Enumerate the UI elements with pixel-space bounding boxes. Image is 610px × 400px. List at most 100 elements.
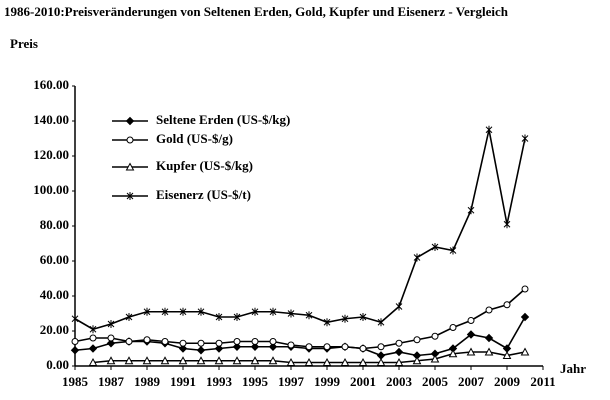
data-point	[215, 339, 223, 347]
y-axis-label: Preis	[10, 36, 38, 51]
data-point	[341, 343, 349, 351]
data-point	[341, 314, 349, 323]
legend-marker	[126, 192, 134, 200]
data-point	[449, 324, 457, 331]
y-tick-label: 100.00	[33, 182, 69, 197]
x-tick-label: 1989	[134, 374, 161, 389]
data-point	[358, 357, 368, 366]
data-point	[376, 357, 386, 366]
x-tick-label: 2011	[530, 374, 555, 389]
data-point	[232, 356, 242, 365]
data-point	[485, 306, 493, 314]
y-tick-label: 160.00	[33, 77, 69, 92]
data-point	[71, 314, 79, 323]
series-line	[74, 129, 526, 331]
y-tick-label: 0.00	[46, 357, 69, 372]
data-point	[467, 317, 475, 324]
x-tick-label: 2007	[458, 374, 485, 389]
data-point	[323, 318, 331, 327]
data-point	[502, 350, 512, 359]
data-point	[394, 357, 404, 366]
data-point	[71, 338, 79, 345]
data-point	[412, 356, 422, 365]
data-point	[413, 253, 421, 262]
data-point	[233, 338, 241, 345]
data-point	[287, 309, 295, 318]
series-line	[74, 316, 526, 357]
data-point	[268, 356, 278, 365]
data-point	[125, 338, 133, 345]
data-point	[340, 357, 350, 366]
data-point	[377, 318, 385, 327]
y-tick-label: 80.00	[40, 217, 69, 232]
data-point	[250, 342, 260, 351]
legend-marker	[125, 116, 135, 126]
data-point	[178, 344, 188, 353]
data-point	[485, 125, 493, 134]
data-point	[197, 307, 205, 316]
legend-label: Eisenerz (US-$/t)	[156, 187, 251, 202]
x-tick-label: 1985	[62, 374, 89, 389]
data-point	[466, 330, 476, 339]
data-point	[251, 307, 259, 316]
data-point	[448, 349, 458, 358]
data-point	[287, 341, 295, 349]
data-point	[88, 357, 98, 366]
data-point	[196, 346, 206, 355]
y-tick-label: 120.00	[33, 147, 69, 162]
x-tick-label: 2005	[422, 374, 449, 389]
data-point	[322, 357, 332, 366]
data-point	[484, 347, 494, 356]
y-tick-label: 140.00	[33, 112, 69, 127]
data-point	[107, 334, 115, 342]
data-point	[269, 307, 277, 316]
data-point	[503, 220, 511, 229]
data-point	[251, 338, 259, 345]
data-point	[232, 342, 242, 351]
data-point	[431, 243, 439, 251]
data-point	[197, 339, 205, 347]
legend-marker	[126, 136, 134, 144]
data-point	[359, 345, 367, 352]
x-tick-label: 1993	[206, 374, 233, 389]
data-point	[359, 313, 367, 321]
x-tick-label: 2003	[386, 374, 413, 389]
data-point	[124, 356, 134, 365]
data-point	[161, 307, 169, 316]
data-point	[323, 343, 331, 351]
x-tick-label: 1991	[170, 374, 196, 389]
chart-title: 1986-2010:Preisveränderungen von Seltene…	[4, 4, 509, 19]
data-point	[106, 339, 116, 348]
data-point	[89, 325, 97, 334]
data-point	[484, 333, 494, 343]
data-point	[305, 343, 313, 351]
x-tick-label: 1995	[242, 374, 269, 389]
data-point	[467, 206, 475, 215]
y-tick-label: 60.00	[40, 252, 69, 267]
x-axis-label: Jahr	[560, 361, 586, 376]
y-tick-label: 20.00	[40, 322, 69, 337]
data-point	[395, 302, 403, 311]
data-point	[107, 320, 115, 328]
legend-label: Seltene Erden (US-$/kg)	[156, 112, 290, 127]
data-point	[269, 338, 277, 345]
data-point	[125, 313, 133, 321]
data-point	[214, 356, 224, 365]
data-point	[196, 356, 206, 365]
data-point	[142, 356, 152, 365]
x-tick-label: 2001	[350, 374, 376, 389]
series-line	[74, 288, 526, 350]
data-point	[143, 307, 151, 316]
legend-marker	[125, 162, 135, 171]
data-point	[215, 313, 223, 321]
data-point	[521, 134, 529, 143]
data-point	[250, 356, 260, 365]
data-point	[161, 338, 169, 345]
data-point	[88, 344, 98, 353]
data-point	[143, 336, 151, 344]
data-point	[178, 356, 188, 365]
data-point	[430, 354, 440, 363]
data-point	[520, 347, 530, 356]
data-point	[394, 347, 404, 357]
